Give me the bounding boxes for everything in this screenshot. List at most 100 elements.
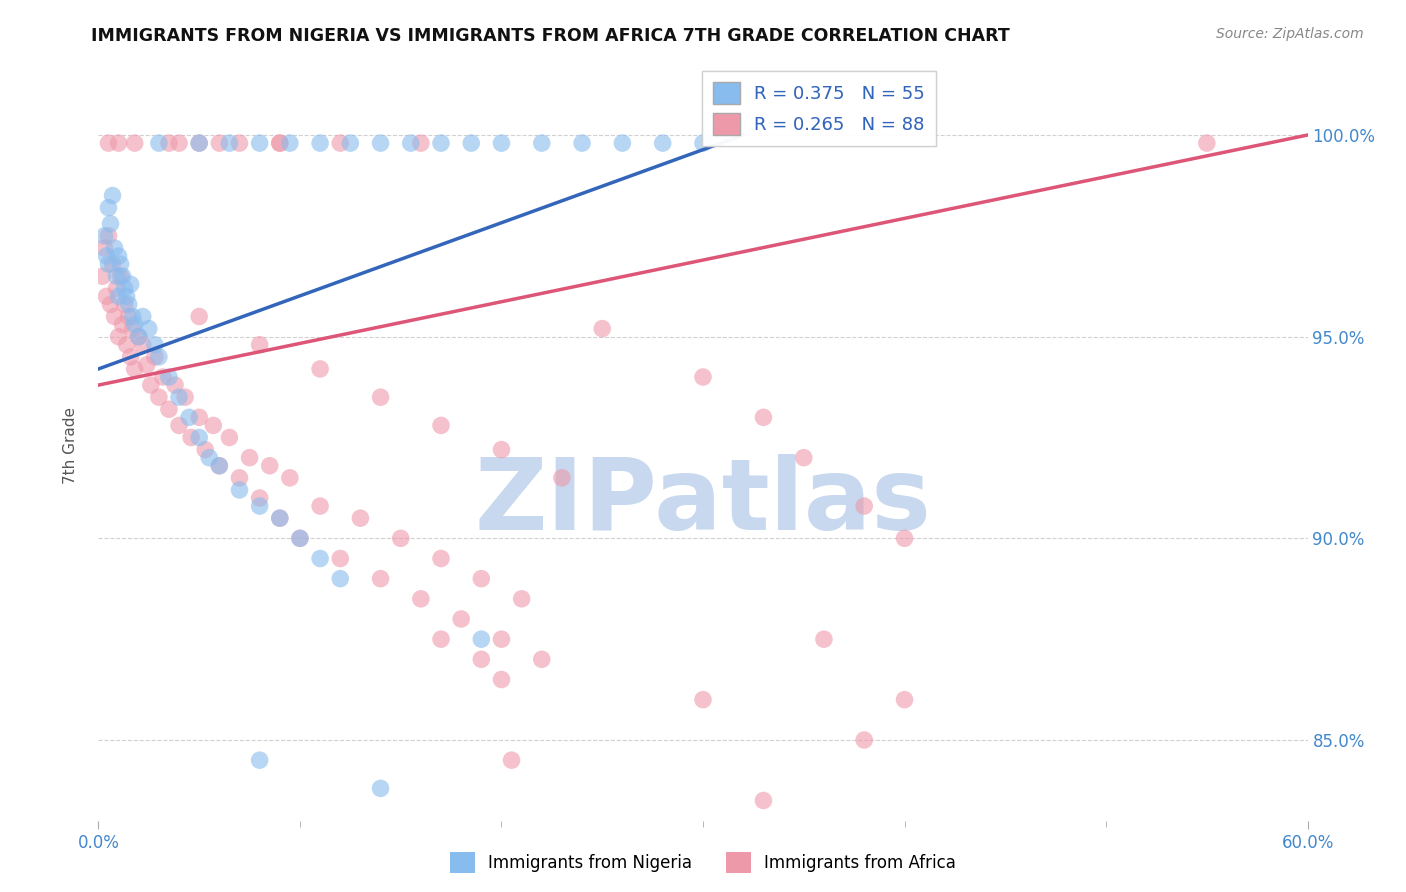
Point [692, 692, 714, 706]
Point [218, 136, 240, 150]
Point [93, 241, 115, 255]
Point [163, 378, 186, 392]
Point [132, 337, 155, 351]
Point [96, 289, 118, 303]
Legend: Immigrants from Nigeria, Immigrants from Africa: Immigrants from Nigeria, Immigrants from… [443, 846, 963, 880]
Point [370, 390, 392, 404]
Point [132, 310, 155, 324]
Point [389, 532, 412, 546]
Point [612, 136, 634, 150]
Point [530, 136, 553, 150]
Point [139, 378, 162, 392]
Point [228, 471, 250, 485]
Point [114, 297, 136, 311]
Point [309, 551, 332, 566]
Point [450, 612, 472, 626]
Point [430, 551, 453, 566]
Point [128, 329, 150, 343]
Point [111, 269, 134, 284]
Point [288, 532, 311, 546]
Point [107, 329, 129, 343]
Point [180, 430, 202, 444]
Point [121, 321, 143, 335]
Point [107, 249, 129, 263]
Point [329, 136, 352, 150]
Point [157, 370, 180, 384]
Point [309, 362, 332, 376]
Point [228, 136, 250, 150]
Point [349, 511, 371, 525]
Point [188, 410, 211, 425]
Point [430, 632, 453, 647]
Point [249, 136, 271, 150]
Point [430, 136, 453, 150]
Point [1195, 136, 1218, 150]
Point [143, 350, 166, 364]
Point [269, 511, 291, 525]
Point [100, 217, 122, 231]
Point [470, 652, 492, 666]
Point [370, 136, 392, 150]
Point [91, 269, 114, 284]
Point [309, 499, 332, 513]
Point [118, 297, 141, 311]
Point [329, 551, 352, 566]
Point [370, 781, 392, 796]
Text: Source: ZipAtlas.com: Source: ZipAtlas.com [1216, 27, 1364, 41]
Point [188, 136, 211, 150]
Point [194, 442, 217, 457]
Point [491, 136, 513, 150]
Point [148, 136, 170, 150]
Point [97, 201, 120, 215]
Point [157, 402, 180, 417]
Point [105, 281, 128, 295]
Point [752, 410, 775, 425]
Point [491, 442, 513, 457]
Point [269, 136, 291, 150]
Point [409, 591, 432, 606]
Point [135, 358, 157, 372]
Point [124, 318, 146, 332]
Point [101, 257, 124, 271]
Point [239, 450, 262, 465]
Point [249, 753, 271, 767]
Point [530, 652, 553, 666]
Point [269, 511, 291, 525]
Point [491, 632, 513, 647]
Point [208, 458, 231, 473]
Point [97, 228, 120, 243]
Point [128, 329, 150, 343]
Point [208, 136, 231, 150]
Point [121, 310, 143, 324]
Point [309, 136, 332, 150]
Point [370, 572, 392, 586]
Point [114, 281, 136, 295]
Point [110, 257, 132, 271]
Point [470, 572, 492, 586]
Point [249, 337, 271, 351]
Point [101, 188, 124, 202]
Point [167, 418, 190, 433]
Point [157, 136, 180, 150]
Point [501, 753, 523, 767]
Point [551, 471, 574, 485]
Point [752, 793, 775, 807]
Point [115, 337, 138, 351]
Point [692, 136, 714, 150]
Point [115, 289, 138, 303]
Point [288, 532, 311, 546]
Point [228, 483, 250, 497]
Legend: R = 0.375   N = 55, R = 0.265   N = 88: R = 0.375 N = 55, R = 0.265 N = 88 [702, 71, 936, 146]
Point [120, 277, 142, 292]
Point [138, 321, 160, 335]
Point [103, 310, 125, 324]
Point [249, 491, 271, 505]
Text: IMMIGRANTS FROM NIGERIA VS IMMIGRANTS FROM AFRICA 7TH GRADE CORRELATION CHART: IMMIGRANTS FROM NIGERIA VS IMMIGRANTS FR… [91, 27, 1010, 45]
Point [124, 136, 146, 150]
Point [399, 136, 422, 150]
Point [278, 136, 301, 150]
Point [188, 310, 211, 324]
Point [152, 370, 174, 384]
Point [107, 289, 129, 303]
Point [202, 418, 225, 433]
